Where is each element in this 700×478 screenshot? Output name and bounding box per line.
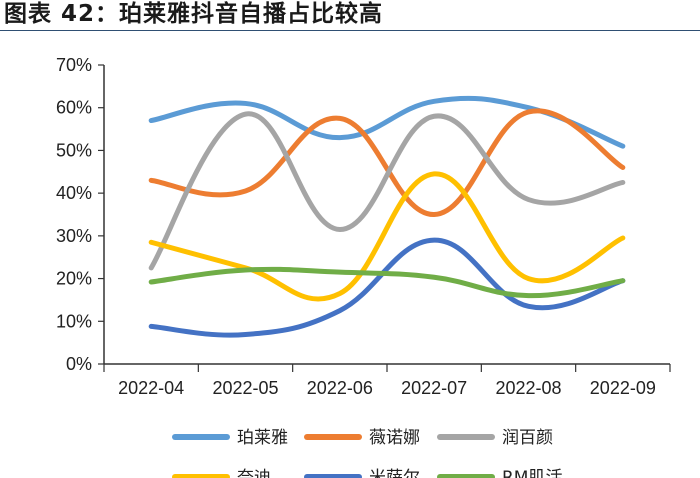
- legend-label: 奈迪: [237, 468, 271, 478]
- x-tick-label: 2022-07: [401, 378, 467, 398]
- legend-label: RM肌活: [502, 468, 562, 478]
- y-tick-label: 20%: [56, 269, 92, 289]
- series-line-2: [148, 111, 626, 271]
- chart-axes: 0% 10% 20% 30% 40% 50% 60% 70% 2022-04 2022-05 202…: [56, 55, 671, 398]
- legend-label: 润百颜: [502, 428, 553, 448]
- legend-label: 珀莱雅: [237, 428, 288, 448]
- y-tick-label: 40%: [56, 183, 92, 203]
- y-tick-label: 70%: [56, 55, 92, 75]
- legend-label: 米萨尔: [369, 468, 420, 478]
- y-tick-label: 50%: [56, 140, 92, 160]
- series-line-1: [148, 108, 626, 218]
- legend-label: 薇诺娜: [369, 428, 420, 448]
- y-tick-label: 30%: [56, 226, 92, 246]
- series-line-5: [148, 266, 626, 299]
- series-line-0: [148, 95, 626, 149]
- series-line-4: [148, 237, 626, 338]
- y-tick-label: 0%: [66, 354, 92, 374]
- title-divider: [0, 30, 700, 31]
- y-tick-label: 10%: [56, 311, 92, 331]
- y-tick-label: 60%: [56, 98, 92, 118]
- x-tick-label: 2022-09: [590, 378, 656, 398]
- x-tick-label: 2022-08: [495, 378, 561, 398]
- x-tick-label: 2022-06: [307, 378, 373, 398]
- chart-series: [148, 95, 626, 338]
- x-tick-label: 2022-05: [212, 378, 278, 398]
- figure-title: 图表 42：珀莱雅抖音自播占比较高: [4, 1, 384, 27]
- x-tick-label: 2022-04: [118, 378, 184, 398]
